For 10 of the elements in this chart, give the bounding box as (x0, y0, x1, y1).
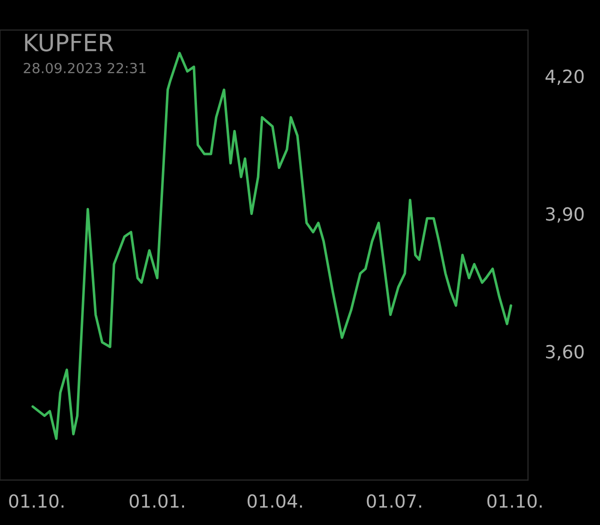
x-tick-label: 01.10. (9, 494, 64, 508)
y-tick-label: 3,90 (546, 207, 584, 223)
x-tick-label: 01.01. (130, 494, 184, 508)
x-tick-label: 01.10. (487, 494, 542, 508)
y-tick-label: 3,60 (546, 344, 584, 360)
chart-title: KUPFER (25, 34, 114, 52)
text: 28.09.2023 22:31 (24, 62, 146, 74)
x-tick-label: 01.04. (248, 494, 302, 508)
x-tick-label: 01.07. (366, 494, 422, 508)
y-tick-label: 4,20 (546, 69, 584, 85)
